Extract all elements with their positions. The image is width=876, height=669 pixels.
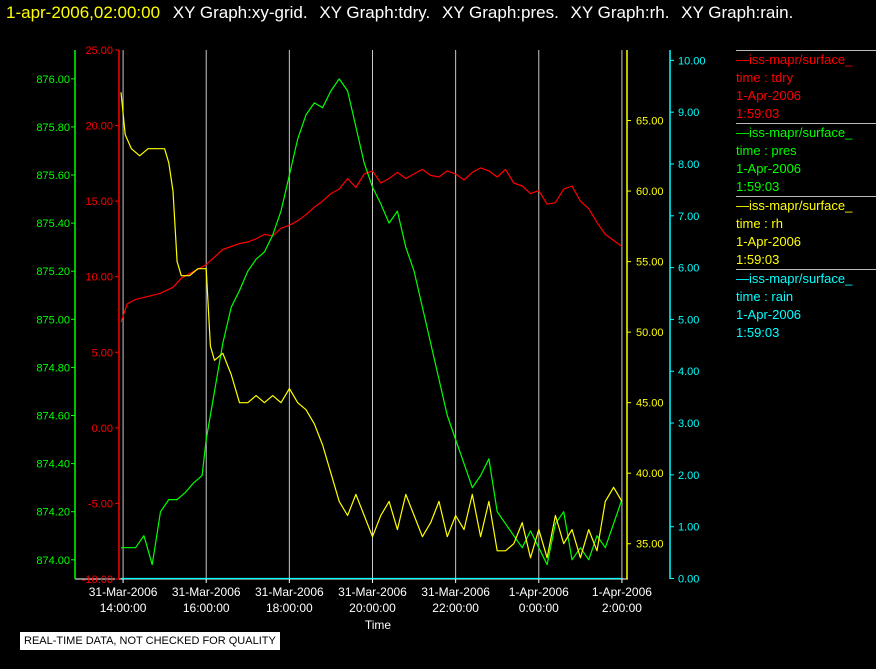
rain-y-tick-label: 2.00 [678, 470, 699, 482]
rh-y-tick-label: 65.00 [636, 116, 664, 128]
series-line-tdry [120, 167, 623, 323]
legend-time: 1:59:03 [736, 106, 780, 121]
rain-y-tick-label: 10.00 [678, 55, 706, 67]
pres-y-tick-label: 875.20 [36, 266, 70, 278]
tdry-y-tick-label: -5.00 [88, 498, 113, 510]
pres-y-tick-label: 876.00 [36, 74, 70, 86]
pres-y-tick-label: 875.00 [36, 314, 70, 326]
rain-y-tick-label: 1.00 [678, 522, 699, 534]
legend: —iss-mapr/surface_ time : tdry 1-Apr-200… [736, 50, 876, 342]
legend-entry-pres[interactable]: —iss-mapr/surface_ time : pres 1-Apr-200… [736, 123, 876, 196]
pres-y-tick-label: 874.80 [36, 362, 70, 374]
rh-y-tick-label: 50.00 [636, 327, 664, 339]
x-tick-label: 31-Mar-2006 [421, 585, 490, 599]
x-tick-label: 0:00:00 [519, 601, 559, 615]
legend-variable: time : pres [736, 143, 797, 158]
x-tick-label: 31-Mar-2006 [172, 585, 241, 599]
rain-y-tick-label: 6.00 [678, 263, 699, 275]
x-tick-label: 1-Apr-2006 [509, 585, 569, 599]
pres-y-tick-label: 874.20 [36, 507, 70, 519]
tdry-y-tick-label: -10.00 [82, 574, 113, 586]
pres-y-tick-label: 875.40 [36, 218, 70, 230]
legend-label: —iss-mapr/surface_ [736, 52, 853, 67]
legend-time: 1:59:03 [736, 179, 780, 194]
legend-variable: time : rain [736, 289, 794, 304]
pres-y-tick-label: 874.60 [36, 410, 70, 422]
rain-y-tick-label: 4.00 [678, 366, 699, 378]
header-timestamp: 1-apr-2006,02:00:00 [6, 3, 161, 22]
tdry-y-tick-label: 0.00 [92, 423, 113, 435]
rain-y-tick-label: 7.00 [678, 211, 699, 223]
legend-variable: time : tdry [736, 70, 794, 85]
graph-title-xy-grid[interactable]: XY Graph:xy-grid. [172, 3, 308, 22]
tdry-y-tick-label: 5.00 [92, 347, 113, 359]
legend-date: 1-Apr-2006 [736, 88, 802, 103]
series-line-pres [121, 78, 623, 566]
x-tick-label: 2:00:00 [602, 601, 642, 615]
legend-date: 1-Apr-2006 [736, 307, 802, 322]
legend-entry-rh[interactable]: —iss-mapr/surface_ time : rh 1-Apr-2006 … [736, 196, 876, 269]
x-tick-label: 1-Apr-2006 [592, 585, 652, 599]
rain-y-tick-label: 9.00 [678, 107, 699, 119]
pres-y-tick-label: 875.60 [36, 170, 70, 182]
x-tick-label: 22:00:00 [432, 601, 479, 615]
legend-label: —iss-mapr/surface_ [736, 125, 853, 140]
pres-y-tick-label: 875.80 [36, 122, 70, 134]
graph-title-tdry[interactable]: XY Graph:tdry. [319, 3, 431, 22]
rh-y-tick-label: 35.00 [636, 539, 664, 551]
x-tick-label: 18:00:00 [266, 601, 313, 615]
legend-entry-rain[interactable]: —iss-mapr/surface_ time : rain 1-Apr-200… [736, 269, 876, 342]
rain-y-tick-label: 3.00 [678, 418, 699, 430]
legend-label: —iss-mapr/surface_ [736, 271, 853, 286]
rain-y-tick-label: 8.00 [678, 159, 699, 171]
pres-y-tick-label: 874.40 [36, 459, 70, 471]
legend-variable: time : rh [736, 216, 783, 231]
rain-y-tick-label: 0.00 [678, 573, 699, 585]
legend-date: 1-Apr-2006 [736, 234, 802, 249]
x-tick-label: 20:00:00 [349, 601, 396, 615]
legend-entry-tdry[interactable]: —iss-mapr/surface_ time : tdry 1-Apr-200… [736, 50, 876, 123]
rh-y-tick-label: 55.00 [636, 257, 664, 269]
x-tick-label: 31-Mar-2006 [255, 585, 324, 599]
header: 1-apr-2006,02:00:00 XY Graph:xy-grid. XY… [6, 2, 800, 26]
quality-note: REAL-TIME DATA, NOT CHECKED FOR QUALITY [19, 631, 281, 651]
tdry-y-tick-label: 20.00 [85, 121, 113, 133]
legend-time: 1:59:03 [736, 252, 780, 267]
pres-y-tick-label: 874.00 [36, 555, 70, 567]
tdry-y-tick-label: 25.00 [85, 45, 113, 57]
rh-y-tick-label: 60.00 [636, 186, 664, 198]
x-tick-label: 31-Mar-2006 [89, 585, 158, 599]
rain-y-tick-label: 5.00 [678, 314, 699, 326]
x-tick-label: 16:00:00 [183, 601, 230, 615]
rh-y-tick-label: 40.00 [636, 468, 664, 480]
rh-y-tick-label: 45.00 [636, 398, 664, 410]
legend-date: 1-Apr-2006 [736, 161, 802, 176]
graph-title-rh[interactable]: XY Graph:rh. [570, 3, 670, 22]
x-axis-label: Time [365, 618, 392, 632]
graph-title-rain[interactable]: XY Graph:rain. [681, 3, 794, 22]
tdry-y-tick-label: 15.00 [85, 196, 113, 208]
graph-title-pres[interactable]: XY Graph:pres. [441, 3, 559, 22]
legend-time: 1:59:03 [736, 325, 780, 340]
legend-label: —iss-mapr/surface_ [736, 198, 853, 213]
x-tick-label: 14:00:00 [100, 601, 147, 615]
x-tick-label: 31-Mar-2006 [338, 585, 407, 599]
series-line-rh [120, 92, 623, 559]
tdry-y-tick-label: 10.00 [85, 272, 113, 284]
